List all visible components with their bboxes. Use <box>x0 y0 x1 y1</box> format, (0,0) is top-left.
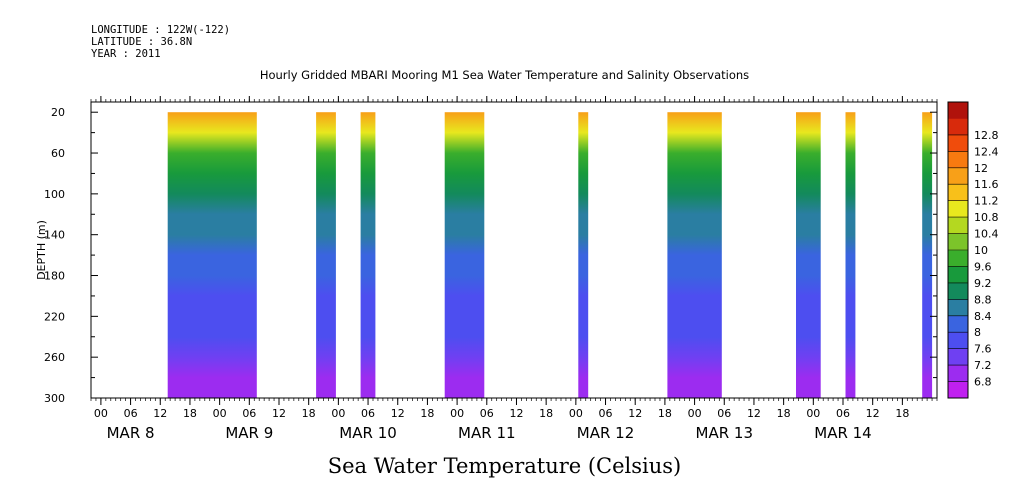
colorbar-label: 11.2 <box>974 195 999 208</box>
colorbar-variable-title: Sea Water Temperature (Celsius) <box>327 454 682 478</box>
x-tick-label: 06 <box>480 407 494 420</box>
colorbar-swatch <box>948 233 968 251</box>
data-segment <box>667 112 722 398</box>
colorbar: 6.8 7.2 7.6 8 8.4 8.8 9.2 9.6 10 10.4 10.8 11.2 11.6… <box>947 101 999 399</box>
x-day-label: MAR 11 <box>458 424 515 442</box>
colorbar-swatch <box>948 348 968 366</box>
x-tick-label: 12 <box>509 407 523 420</box>
data-segment <box>845 112 856 398</box>
y-tick-label: 260 <box>44 351 65 364</box>
colorbar-swatch <box>948 118 968 136</box>
colorbar-swatch <box>948 102 968 119</box>
x-tick-label: 06 <box>124 407 138 420</box>
x-tick-label: 00 <box>213 407 227 420</box>
temperature-chart: 20 60 100 140 180 220 260 300 DEPTH (m) 00 06 12 18 0… <box>35 96 999 442</box>
colorbar-swatch <box>948 315 968 333</box>
x-day-label: MAR 13 <box>696 424 753 442</box>
colorbar-swatch <box>948 200 968 218</box>
data-segment <box>578 112 589 398</box>
colorbar-swatch <box>948 332 968 349</box>
colorbar-label: 10.4 <box>974 228 999 241</box>
colorbar-swatch <box>948 282 968 300</box>
colorbar-swatch <box>948 299 968 317</box>
x-tick-label: 00 <box>450 407 464 420</box>
colorbar-label: 12.4 <box>974 145 999 158</box>
y-tick-label: 300 <box>44 392 65 405</box>
axes: 20 60 100 140 180 220 260 300 DEPTH (m) 00 06 12 18 0… <box>35 96 938 442</box>
data-segment <box>444 112 485 398</box>
x-tick-label: 06 <box>361 407 375 420</box>
data-segment <box>360 112 376 398</box>
x-tick-label: 18 <box>302 407 316 420</box>
y-tick-label: 220 <box>44 310 65 323</box>
colorbar-swatch <box>948 250 968 267</box>
colorbar-label: 11.6 <box>974 178 999 191</box>
colorbar-label: 7.2 <box>974 359 992 372</box>
x-tick-label: 18 <box>183 407 197 420</box>
colorbar-swatch <box>948 381 968 399</box>
y-tick-label: 140 <box>44 229 65 242</box>
colorbar-swatch <box>948 134 968 152</box>
colorbar-label: 6.8 <box>974 376 992 389</box>
colorbar-label: 10 <box>974 244 988 257</box>
x-day-label: MAR 8 <box>107 424 155 442</box>
latitude-label: LATITUDE : 36.8N <box>91 36 193 48</box>
x-tick-label: 12 <box>391 407 405 420</box>
longitude-label: LONGITUDE : 122W(-122) <box>91 24 231 36</box>
x-tick-label: 12 <box>153 407 167 420</box>
x-tick-label: 12 <box>866 407 880 420</box>
x-tick-label: 06 <box>717 407 731 420</box>
y-tick-label: 180 <box>44 270 65 283</box>
x-day-label: MAR 10 <box>339 424 396 442</box>
x-day-label: MAR 12 <box>577 424 634 442</box>
plot-area <box>167 112 933 398</box>
x-tick-label: 12 <box>272 407 286 420</box>
colorbar-swatch <box>948 184 968 201</box>
x-tick-label: 12 <box>747 407 761 420</box>
colorbar-label: 12 <box>974 162 988 175</box>
x-tick-label: 00 <box>94 407 108 420</box>
x-tick-label: 18 <box>420 407 434 420</box>
data-segment <box>316 112 336 398</box>
x-tick-label: 18 <box>539 407 553 420</box>
x-tick-label: 00 <box>806 407 820 420</box>
x-tick-label: 12 <box>628 407 642 420</box>
colorbar-swatch <box>948 365 968 382</box>
y-tick-label: 60 <box>51 147 65 160</box>
x-day-label: MAR 9 <box>225 424 273 442</box>
y-tick-label: 20 <box>51 106 65 119</box>
x-tick-label: 00 <box>331 407 345 420</box>
x-tick-label: 18 <box>658 407 672 420</box>
data-segment <box>922 112 933 398</box>
colorbar-label: 9.2 <box>974 277 992 290</box>
x-tick-label: 18 <box>895 407 909 420</box>
plot-frame <box>90 101 938 399</box>
data-segment <box>796 112 821 398</box>
colorbar-swatch <box>948 266 968 284</box>
colorbar-swatch <box>948 167 968 185</box>
chart-title: Hourly Gridded MBARI Mooring M1 Sea Wate… <box>259 68 750 82</box>
x-tick-label: 18 <box>777 407 791 420</box>
data-segment <box>167 112 257 398</box>
x-tick-label: 06 <box>599 407 613 420</box>
x-tick-label: 00 <box>688 407 702 420</box>
x-tick-label: 06 <box>242 407 256 420</box>
colorbar-swatch <box>948 217 968 234</box>
y-axis-label: DEPTH (m) <box>35 220 48 280</box>
x-tick-label: 00 <box>569 407 583 420</box>
colorbar-label: 8.4 <box>974 310 992 323</box>
x-tick-label: 06 <box>836 407 850 420</box>
colorbar-label: 8.8 <box>974 293 992 306</box>
colorbar-label: 10.8 <box>974 211 999 224</box>
colorbar-label: 8 <box>974 326 981 339</box>
year-label: YEAR : 2011 <box>91 48 161 60</box>
x-day-label: MAR 14 <box>814 424 871 442</box>
colorbar-label: 12.8 <box>974 129 999 142</box>
colorbar-swatch <box>948 151 968 169</box>
y-tick-label: 100 <box>44 188 65 201</box>
colorbar-label: 7.6 <box>974 343 992 356</box>
colorbar-label: 9.6 <box>974 260 992 273</box>
